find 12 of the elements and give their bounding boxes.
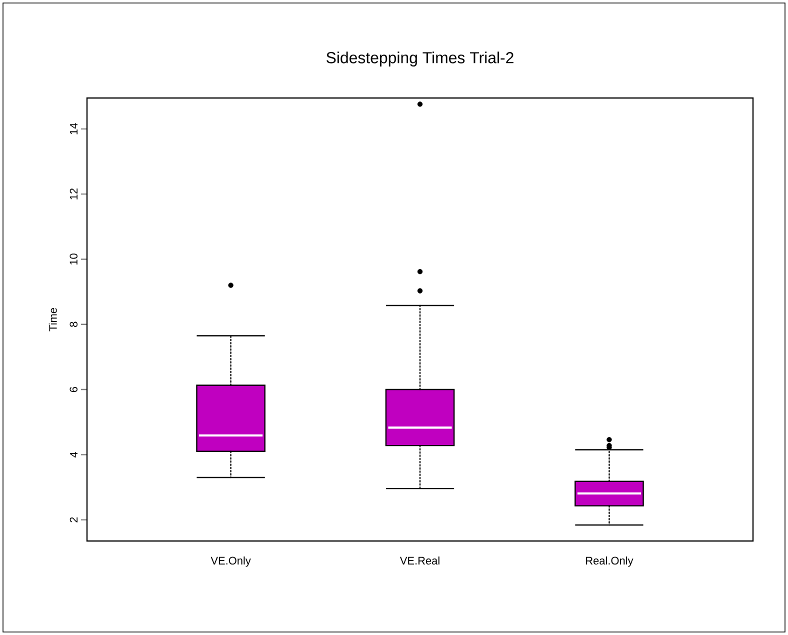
x-tick-label: Real.Only	[586, 556, 634, 567]
x-tick-label: VE.Only	[210, 556, 251, 567]
y-tick-label: 12	[70, 188, 78, 200]
y-tick-label: 14	[70, 123, 78, 134]
y-tick-label: 2	[70, 517, 78, 522]
y-tick-label: 6	[70, 386, 78, 392]
y-tick-label: 4	[70, 452, 78, 458]
y-tick-label: 10	[70, 254, 78, 264]
y-tick-label: 8	[70, 322, 78, 327]
y-axis-title: Time	[48, 308, 57, 332]
x-tick-label: VE.Real	[400, 556, 440, 565]
chart-title: Sidestepping Times Trial-2	[326, 52, 514, 66]
